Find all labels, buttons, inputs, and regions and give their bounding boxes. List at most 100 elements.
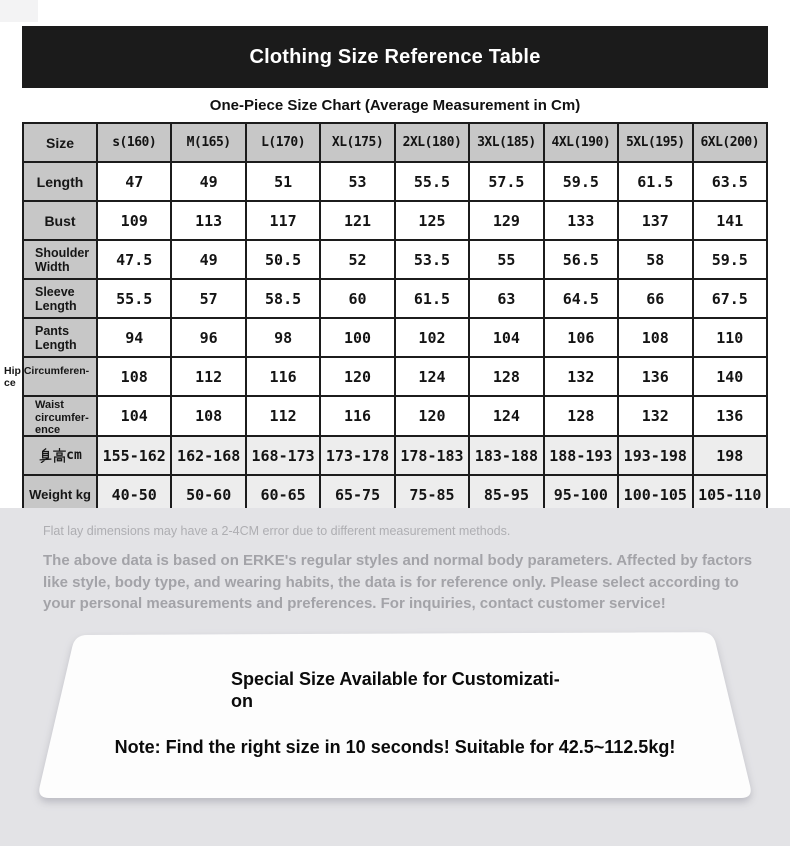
- table-cell: 63: [468, 278, 545, 319]
- size-finder-note: Note: Find the right size in 10 seconds!…: [114, 737, 676, 757]
- measurement-error-note: Flat lay dimensions may have a 2-4CM err…: [43, 524, 511, 538]
- table-cell: 110: [691, 317, 768, 358]
- table-row-shoulder-width: Shoulder Width 47.5 49 50.5 52 53.5 55 5…: [22, 239, 768, 280]
- table-cell: 49: [170, 161, 247, 202]
- table-cell: 58: [617, 239, 694, 280]
- table-cell: 94: [95, 317, 173, 358]
- table-cell: 96: [170, 317, 247, 358]
- table-cell: 55: [468, 239, 545, 280]
- table-cell: 125: [393, 200, 471, 241]
- table-cell: 178-183: [393, 435, 471, 476]
- row-label-sleeve-length: Sleeve Length: [22, 278, 98, 319]
- table-cell: 67.5: [691, 278, 768, 319]
- column-header-5xl: 5XL(195): [617, 122, 694, 163]
- table-cell: 50.5: [244, 239, 322, 280]
- row-label-length: Length: [22, 161, 98, 202]
- cjk-shengao-glyphs: [38, 447, 67, 464]
- table-cell: 104: [468, 317, 545, 358]
- table-cell: 59.5: [542, 161, 620, 202]
- table-cell: 132: [542, 356, 620, 397]
- table-cell: 137: [617, 200, 694, 241]
- table-cell: 59.5: [691, 239, 768, 280]
- table-cell: 132: [617, 395, 694, 437]
- table-cell: 133: [542, 200, 620, 241]
- table-row-waist-circumference: Waist circumfer- ence 104 108 112 116 12…: [22, 395, 768, 437]
- table-cell: 104: [95, 395, 173, 437]
- corner-header-size: Size: [22, 122, 98, 163]
- table-cell: 108: [95, 356, 173, 397]
- column-header-l: L(170): [244, 122, 322, 163]
- table-cell: 140: [691, 356, 768, 397]
- table-cell: 116: [319, 395, 396, 437]
- table-cell: 168-173: [244, 435, 322, 476]
- table-cell: 100: [319, 317, 396, 358]
- row-label-shoulder-width: Shoulder Width: [22, 239, 98, 280]
- table-cell: 56.5: [542, 239, 620, 280]
- table-cell: 49: [170, 239, 247, 280]
- table-cell: 162-168: [170, 435, 247, 476]
- table-cell: 155-162: [95, 435, 173, 476]
- column-header-xl: XL(175): [319, 122, 396, 163]
- table-row-bust: Bust 109 113 117 121 125 129 133 137 141: [22, 200, 768, 241]
- row-label-hip-circumference: Hip Circumferen- ce: [4, 356, 98, 397]
- table-cell: 52: [319, 239, 396, 280]
- table-row-height: cm 155-162 162-168 168-173 173-178 178-1…: [22, 435, 768, 476]
- special-size-text: Special Size Available for Customizati- …: [231, 669, 560, 711]
- cjk-shen-glyph: [39, 448, 52, 464]
- table-cell: 136: [617, 356, 694, 397]
- table-cell: 55.5: [95, 278, 173, 319]
- table-cell: 53: [319, 161, 396, 202]
- table-cell: 53.5: [393, 239, 471, 280]
- table-cell: 108: [170, 395, 247, 437]
- table-cell: 129: [468, 200, 545, 241]
- table-cell: 121: [319, 200, 396, 241]
- table-cell: 141: [691, 200, 768, 241]
- table-cell: 47: [95, 161, 173, 202]
- size-table: Size s(160) M(165) L(170) XL(175) 2XL(18…: [4, 122, 768, 515]
- row-label-bust: Bust: [22, 200, 98, 241]
- table-row-length: Length 47 49 51 53 55.5 57.5 59.5 61.5 6…: [22, 161, 768, 202]
- table-cell: 112: [170, 356, 247, 397]
- table-cell: 106: [542, 317, 620, 358]
- table-cell: 51: [244, 161, 322, 202]
- table-header-row: Size s(160) M(165) L(170) XL(175) 2XL(18…: [22, 122, 768, 163]
- chart-subtitle: One-Piece Size Chart (Average Measuremen…: [209, 97, 581, 114]
- page-title: Clothing Size Reference Table: [249, 45, 541, 68]
- table-cell: 136: [691, 395, 768, 437]
- table-cell: 124: [468, 395, 545, 437]
- table-cell: 98: [244, 317, 322, 358]
- height-unit-label: cm: [66, 448, 82, 463]
- table-cell: 60: [319, 278, 396, 319]
- table-cell: 61.5: [617, 161, 694, 202]
- table-cell: 173-178: [319, 435, 396, 476]
- column-header-4xl: 4XL(190): [542, 122, 620, 163]
- column-header-6xl: 6XL(200): [691, 122, 768, 163]
- column-header-m: M(165): [170, 122, 247, 163]
- row-label-waist-circumference: Waist circumfer- ence: [22, 395, 98, 437]
- table-cell: 116: [244, 356, 322, 397]
- table-cell: 120: [393, 395, 471, 437]
- table-cell: 117: [244, 200, 322, 241]
- column-header-s: s(160): [95, 122, 173, 163]
- table-cell: 183-188: [468, 435, 545, 476]
- top-left-light-patch: [0, 0, 38, 22]
- table-cell: 128: [542, 395, 620, 437]
- table-cell: 57: [170, 278, 247, 319]
- table-cell: 198: [691, 435, 768, 476]
- table-cell: 193-198: [617, 435, 694, 476]
- table-cell: 57.5: [468, 161, 545, 202]
- row-label-pants-length: Pants Length: [22, 317, 98, 358]
- table-cell: 113: [170, 200, 247, 241]
- table-cell: 188-193: [542, 435, 620, 476]
- table-cell: 47.5: [95, 239, 173, 280]
- table-cell: 61.5: [393, 278, 471, 319]
- column-header-2xl: 2XL(180): [393, 122, 471, 163]
- table-cell: 66: [617, 278, 694, 319]
- table-cell: 120: [319, 356, 396, 397]
- table-row-sleeve-length: Sleeve Length 55.5 57 58.5 60 61.5 63 64…: [22, 278, 768, 319]
- table-cell: 124: [393, 356, 471, 397]
- table-cell: 64.5: [542, 278, 620, 319]
- table-cell: 102: [393, 317, 471, 358]
- table-cell: 55.5: [393, 161, 471, 202]
